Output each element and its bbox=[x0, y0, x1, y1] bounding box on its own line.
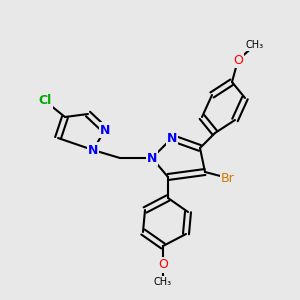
Text: CH₃: CH₃ bbox=[154, 277, 172, 287]
Text: N: N bbox=[88, 143, 98, 157]
Text: Cl: Cl bbox=[38, 94, 52, 107]
Text: O: O bbox=[158, 259, 168, 272]
Text: O: O bbox=[233, 53, 243, 67]
Text: N: N bbox=[167, 131, 177, 145]
Text: CH₃: CH₃ bbox=[246, 40, 264, 50]
Text: N: N bbox=[147, 152, 157, 164]
Text: N: N bbox=[100, 124, 110, 136]
Text: Br: Br bbox=[221, 172, 235, 184]
